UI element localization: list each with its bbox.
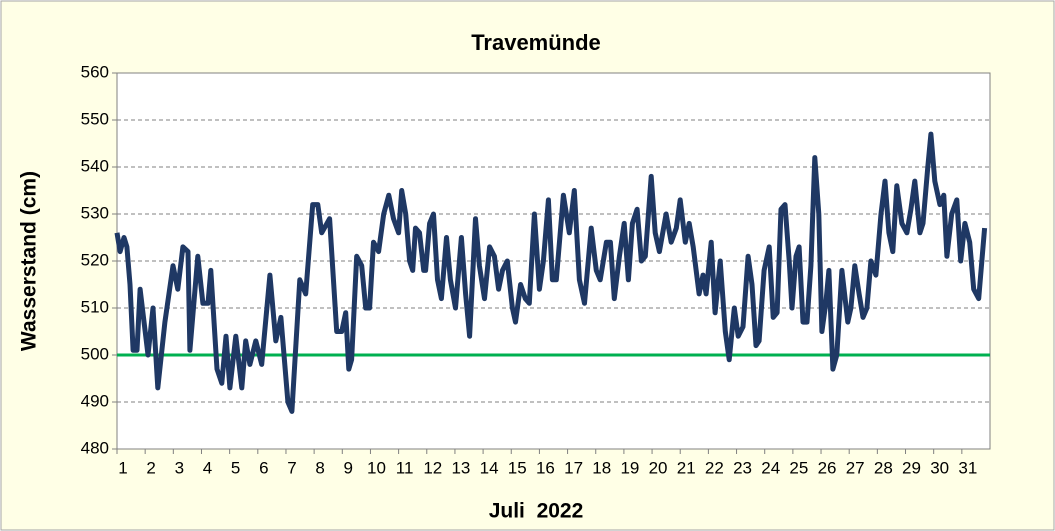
x-tick-label: 29 xyxy=(902,458,921,477)
x-tick-label: 19 xyxy=(620,458,639,477)
x-tick-label: 26 xyxy=(818,458,837,477)
x-tick-label: 15 xyxy=(508,458,527,477)
x-tick-label: 31 xyxy=(958,458,977,477)
x-tick-label: 9 xyxy=(344,458,353,477)
y-axis-title: Wasserstand (cm) xyxy=(18,171,41,351)
x-tick-label: 8 xyxy=(315,458,324,477)
y-tick-label: 520 xyxy=(81,250,109,269)
y-tick-label: 510 xyxy=(81,297,109,316)
y-tick-label: 550 xyxy=(81,109,109,128)
x-tick-label: 1 xyxy=(118,458,127,477)
x-tick-label: 16 xyxy=(536,458,555,477)
x-tick-label: 17 xyxy=(564,458,583,477)
x-tick-label: 28 xyxy=(874,458,893,477)
x-tick-label: 18 xyxy=(592,458,611,477)
x-tick-label: 13 xyxy=(451,458,470,477)
x-tick-label: 25 xyxy=(789,458,808,477)
x-tick-label: 7 xyxy=(287,458,296,477)
x-axis-title: Juli 2022 xyxy=(489,500,584,523)
chart-title: Travemünde xyxy=(471,30,601,55)
y-tick-label: 530 xyxy=(81,203,109,222)
x-tick-label: 6 xyxy=(259,458,268,477)
x-tick-label: 14 xyxy=(480,458,499,477)
x-tick-label: 3 xyxy=(175,458,184,477)
y-tick-label: 500 xyxy=(81,344,109,363)
x-tick-label: 24 xyxy=(761,458,780,477)
y-tick-label: 560 xyxy=(81,62,109,81)
x-tick-label: 20 xyxy=(649,458,668,477)
x-tick-label: 22 xyxy=(705,458,724,477)
x-tick-label: 2 xyxy=(146,458,155,477)
x-tick-label: 12 xyxy=(423,458,442,477)
y-tick-label: 540 xyxy=(81,156,109,175)
x-tick-label: 11 xyxy=(396,458,414,477)
x-tick-label: 23 xyxy=(733,458,752,477)
y-tick-label: 480 xyxy=(81,438,109,457)
x-tick-label: 10 xyxy=(367,458,386,477)
data-line xyxy=(114,131,988,414)
x-tick-label: 5 xyxy=(231,458,240,477)
x-tick-label: 27 xyxy=(846,458,865,477)
y-tick-label: 490 xyxy=(81,391,109,410)
x-tick-label: 4 xyxy=(203,458,212,477)
x-tick-label: 21 xyxy=(677,458,696,477)
x-tick-label: 30 xyxy=(930,458,949,477)
